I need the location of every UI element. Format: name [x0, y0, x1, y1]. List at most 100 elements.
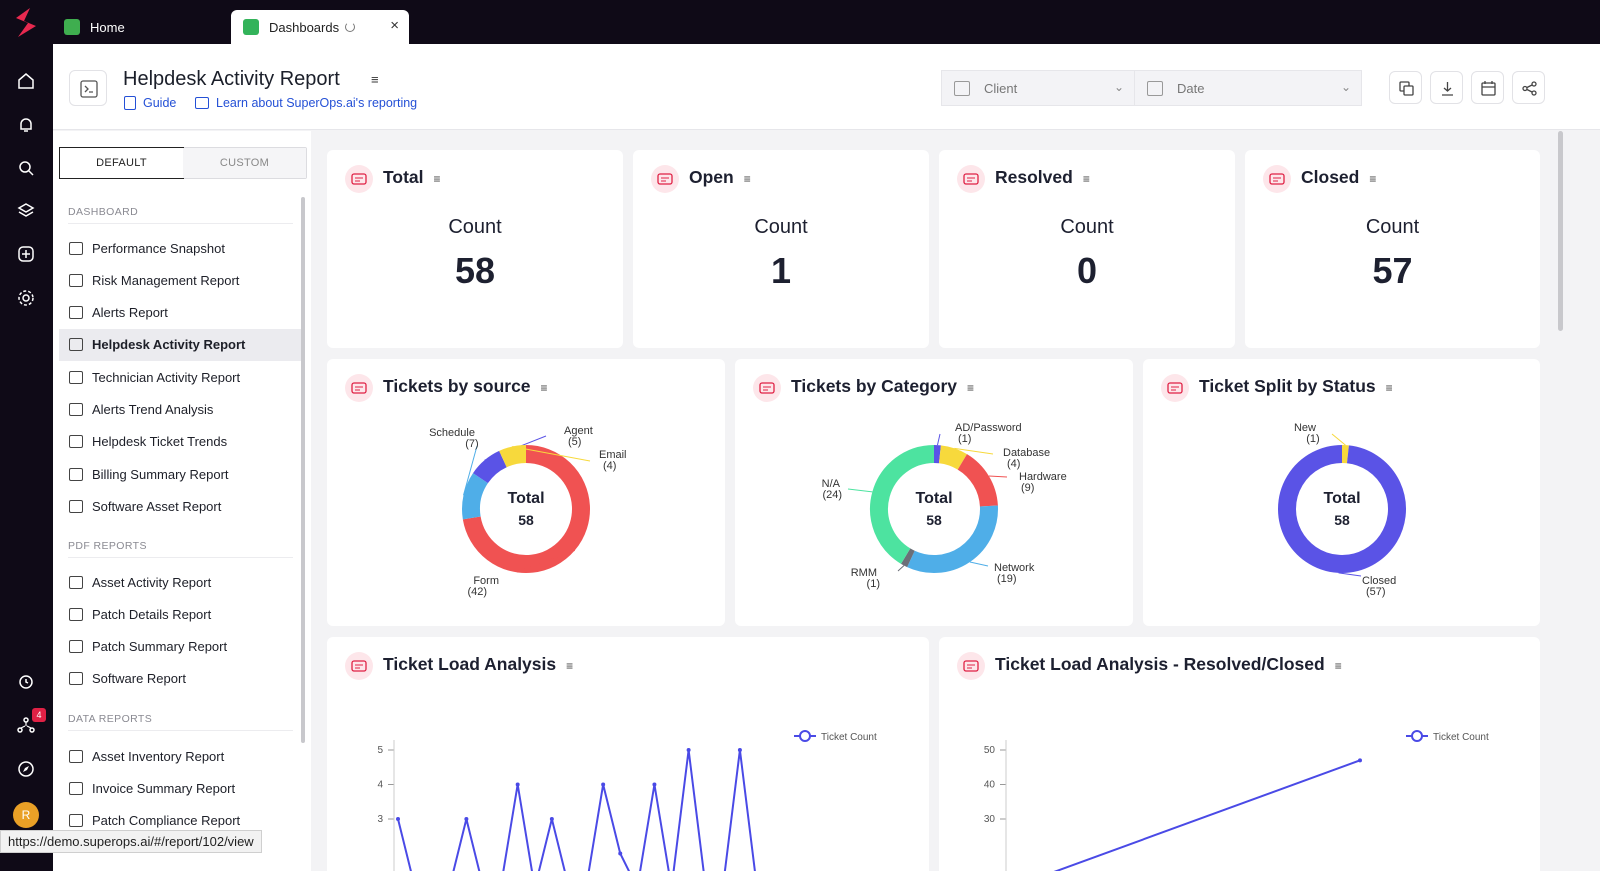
date-filter[interactable]: Date ⌄: [1134, 70, 1362, 106]
donut-slice: [907, 505, 998, 573]
report-item-icon: [69, 306, 83, 320]
copy-button[interactable]: [1389, 71, 1422, 104]
y-tick-label: 40: [984, 780, 996, 791]
report-item-icon: [69, 435, 83, 449]
ticket-icon: [345, 374, 373, 402]
report-item-icon: [69, 403, 83, 416]
avatar[interactable]: R: [13, 802, 39, 828]
sidebar-item[interactable]: Billing Summary Report: [59, 458, 301, 490]
report-item-icon: [69, 814, 83, 828]
donut-center-value: 58: [518, 512, 534, 528]
slice-label: Closed: [1362, 575, 1396, 587]
schedule-button[interactable]: [1471, 71, 1504, 104]
notification-badge: 4: [32, 708, 46, 722]
sidebar-item[interactable]: Patch Summary Report: [59, 631, 301, 663]
title-menu-icon[interactable]: ≡: [371, 72, 379, 87]
tab-custom[interactable]: CUSTOM: [183, 148, 306, 178]
layers-icon[interactable]: [16, 201, 36, 221]
report-item-icon: [69, 241, 83, 255]
card-menu-icon[interactable]: ≡: [433, 172, 441, 186]
count-label: Count: [1365, 216, 1420, 238]
sidebar-item[interactable]: Asset Activity Report: [59, 566, 301, 598]
card-menu-icon[interactable]: ≡: [566, 659, 574, 673]
compass-icon[interactable]: [16, 759, 36, 779]
tab-default[interactable]: DEFAULT: [59, 147, 184, 179]
home-icon: [64, 19, 80, 35]
sidebar-item[interactable]: Alerts Report: [59, 297, 301, 329]
sidebar-item-label: Patch Compliance Report: [92, 813, 241, 829]
client-filter[interactable]: Client ⌄: [941, 70, 1135, 106]
card-menu-icon[interactable]: ≡: [1082, 172, 1090, 186]
legend-label: Ticket Count: [821, 732, 877, 743]
sidebar-item[interactable]: Software Report: [59, 663, 301, 695]
gear-icon[interactable]: [16, 288, 36, 308]
data-point: [396, 817, 400, 821]
sidebar-item[interactable]: Patch Details Report: [59, 598, 301, 630]
card-menu-icon[interactable]: ≡: [743, 172, 751, 186]
sidebar-item[interactable]: Software Asset Report: [59, 490, 301, 522]
guide-link[interactable]: Guide: [124, 96, 176, 110]
data-point: [515, 782, 520, 787]
home-nav-icon[interactable]: [16, 71, 36, 91]
slice-leader-line: [936, 433, 941, 446]
network-icon[interactable]: [16, 715, 36, 735]
sidebar-item[interactable]: Helpdesk Ticket Trends: [59, 426, 301, 458]
tab-home[interactable]: Home: [58, 10, 228, 44]
sidebar-item[interactable]: Alerts Trend Analysis: [59, 394, 301, 426]
status-url: https://demo.superops.ai/#/report/102/vi…: [0, 830, 262, 853]
resolved-line-chart: 30 40 50 Ticket Count: [984, 730, 1489, 871]
slice-value-label: (4): [1007, 458, 1020, 470]
sidebar-item-label: Software Asset Report: [92, 498, 222, 514]
bell-icon[interactable]: [16, 115, 36, 135]
sidebar-item[interactable]: Patch Compliance Report: [59, 805, 301, 837]
panel-scrollbar[interactable]: [301, 197, 305, 743]
donut-slice: [1278, 445, 1406, 573]
sidebar-item[interactable]: Helpdesk Activity Report: [59, 328, 301, 361]
series-line: [1053, 759, 1361, 871]
donut-slice: [957, 454, 998, 507]
download-button[interactable]: [1430, 71, 1463, 104]
status-donut-chart: New(1) Closed(57) Total 58: [1278, 422, 1406, 598]
ticket-icon: [957, 165, 985, 193]
card-menu-icon[interactable]: ≡: [540, 381, 548, 395]
slice-value-label: (9): [1021, 482, 1034, 494]
slice-label: N/A: [822, 478, 841, 490]
slice-label: Email: [599, 449, 627, 461]
copy-icon: [1399, 81, 1414, 96]
sidebar-item[interactable]: Invoice Summary Report: [59, 772, 301, 804]
calendar-icon: [1147, 81, 1163, 96]
report-item-icon: [69, 499, 83, 513]
donut-slice: [462, 445, 590, 573]
donut-center-value: 58: [1334, 512, 1350, 528]
slice-leader-line: [954, 447, 994, 455]
card-title: Ticket Load Analysis - Resolved/Closed ≡: [995, 654, 1342, 674]
report-icon[interactable]: [69, 70, 107, 106]
slice-label: AD/Password: [955, 422, 1022, 434]
sidebar-item-label: Asset Inventory Report: [92, 748, 225, 764]
legend-marker: [799, 730, 811, 742]
data-point: [618, 851, 623, 856]
card-menu-icon[interactable]: ≡: [1334, 659, 1342, 673]
page-scrollbar[interactable]: [1558, 131, 1563, 331]
card-title: Closed ≡: [1301, 167, 1377, 187]
add-icon[interactable]: [16, 244, 36, 264]
timer-icon[interactable]: [16, 671, 36, 691]
card-menu-icon[interactable]: ≡: [967, 381, 975, 395]
search-icon[interactable]: [16, 158, 36, 178]
tab-dashboards[interactable]: Dashboards ×: [231, 10, 409, 44]
sidebar-item[interactable]: Performance Snapshot: [59, 232, 301, 264]
donut-center-label: Total: [1323, 490, 1360, 507]
card-menu-icon[interactable]: ≡: [1369, 172, 1377, 186]
sidebar-item[interactable]: Risk Management Report: [59, 264, 301, 296]
sidebar-item[interactable]: Technician Activity Report: [59, 361, 301, 393]
close-tab-icon[interactable]: ×: [390, 17, 399, 34]
slice-value-label: (1): [1306, 433, 1319, 445]
share-icon: [1522, 81, 1537, 96]
card-title: Ticket Load Analysis ≡: [383, 654, 574, 674]
sidebar-item-label: Patch Summary Report: [92, 639, 228, 655]
slice-leader-line: [847, 488, 873, 493]
card-menu-icon[interactable]: ≡: [1385, 381, 1393, 395]
sidebar-item[interactable]: Asset Inventory Report: [59, 740, 301, 772]
share-button[interactable]: [1512, 71, 1545, 104]
learn-link[interactable]: Learn about SuperOps.ai's reporting: [195, 96, 417, 110]
